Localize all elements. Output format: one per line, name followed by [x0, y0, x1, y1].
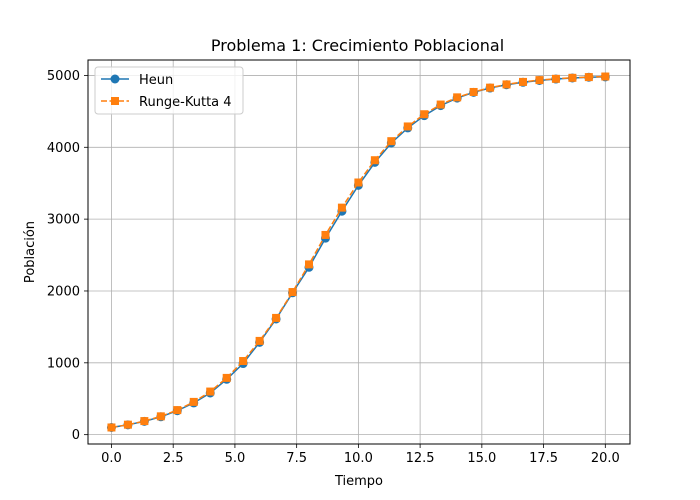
series-rk4-point — [123, 420, 132, 429]
series-rk4-point — [272, 313, 281, 322]
y-tick-label: 2000 — [47, 284, 80, 299]
x-axis-ticks: 0.0 2.5 5.0 7.5 10.0 12.5 15.0 17.5 20.0 — [101, 444, 620, 466]
series-rk4-point — [370, 156, 379, 165]
legend-heun-marker — [110, 74, 120, 84]
legend-rk4-marker — [111, 97, 119, 105]
series-rk4-point — [387, 137, 396, 146]
y-tick-label: 4000 — [47, 141, 80, 156]
series-rk4-point — [469, 87, 478, 96]
series-rk4-point — [206, 387, 215, 396]
x-tick-label: 10.0 — [344, 451, 373, 466]
series-rk4-point — [156, 412, 165, 421]
x-axis-label: Tiempo — [334, 474, 383, 489]
chart-title: Problema 1: Crecimiento Poblacional — [211, 36, 504, 55]
grid — [88, 60, 630, 444]
series-rk4-point — [337, 203, 346, 212]
series-rk4-point — [321, 230, 330, 239]
series-rk4-point — [140, 417, 149, 426]
series-rk4-point — [420, 110, 429, 119]
series-rk4-point — [535, 76, 544, 85]
x-tick-label: 20.0 — [591, 451, 620, 466]
series-rk4-point — [519, 77, 528, 86]
x-tick-label: 12.5 — [406, 451, 435, 466]
series-rk4-point — [288, 288, 297, 297]
series-rk4-point — [222, 373, 231, 382]
series-layer — [106, 72, 610, 432]
x-tick-label: 2.5 — [163, 451, 184, 466]
y-axis-ticks: 0 1000 2000 3000 4000 5000 — [47, 69, 88, 443]
y-tick-label: 5000 — [47, 69, 80, 84]
series-rk4-point — [107, 423, 116, 432]
series-rk4-point — [601, 72, 610, 81]
y-tick-label: 1000 — [47, 356, 80, 371]
series-rk4-point — [486, 83, 495, 92]
y-tick-label: 0 — [72, 428, 80, 443]
series-rk4-point — [551, 74, 560, 83]
x-tick-label: 0.0 — [101, 451, 122, 466]
plot-frame — [87, 59, 631, 445]
series-rk4-point — [239, 357, 248, 366]
series-rk4-point — [584, 73, 593, 82]
y-axis-label: Población — [23, 221, 38, 283]
legend: Heun Runge-Kutta 4 — [94, 66, 244, 115]
y-tick-label: 3000 — [47, 213, 80, 228]
series-rk4-point — [189, 397, 198, 406]
x-tick-label: 7.5 — [286, 451, 307, 466]
x-tick-label: 5.0 — [225, 451, 246, 466]
legend-box — [94, 66, 244, 115]
series-rk4-point — [502, 80, 511, 89]
series-rk4-point — [568, 73, 577, 82]
series-rk4-point — [453, 93, 462, 102]
x-tick-label: 15.0 — [467, 451, 496, 466]
x-tick-label: 17.5 — [529, 451, 558, 466]
series-rk4-point — [436, 100, 445, 109]
series-rk4-point — [403, 122, 412, 131]
legend-heun-label: Heun — [139, 73, 173, 88]
series-rk4-point — [255, 336, 264, 345]
series-rk4-point — [304, 260, 313, 269]
series-rk4-point — [173, 406, 182, 415]
series-rk4-point — [354, 178, 363, 187]
legend-rk4-label: Runge-Kutta 4 — [139, 95, 232, 110]
